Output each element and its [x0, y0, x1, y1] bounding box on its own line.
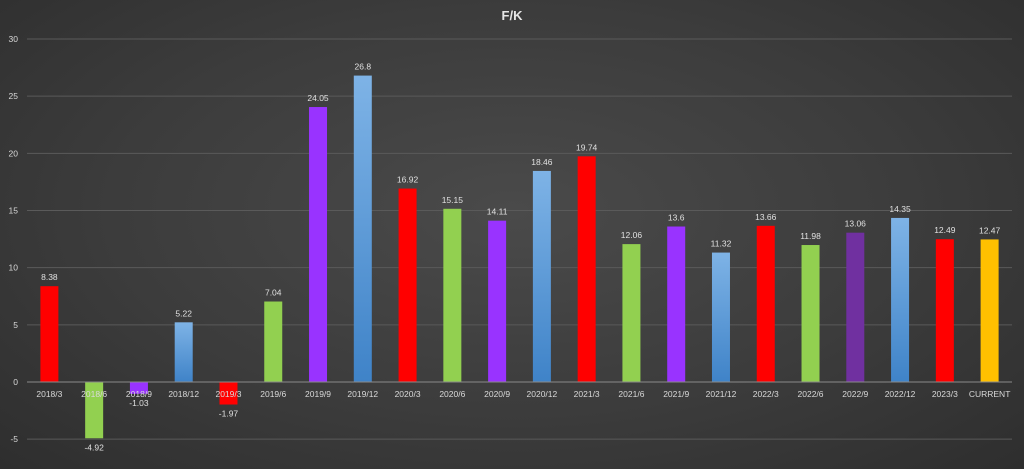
x-tick-label: 2021/6 [618, 389, 644, 399]
x-tick-label: 2020/9 [484, 389, 510, 399]
y-tick-label: 25 [9, 91, 19, 101]
x-tick-label: 2018/12 [168, 389, 199, 399]
data-label: 24.05 [307, 93, 329, 103]
data-label: 12.49 [934, 225, 956, 235]
y-tick-label: 20 [9, 148, 19, 158]
data-label: 14.11 [487, 207, 508, 217]
data-label: 14.35 [889, 204, 911, 214]
x-tick-label: 2019/3 [215, 389, 241, 399]
x-tick-label: 2022/9 [842, 389, 868, 399]
bar [129, 382, 148, 394]
data-label: 19.74 [576, 142, 598, 152]
data-label: -4.92 [84, 442, 104, 452]
bar [219, 382, 238, 405]
data-label: 15.15 [442, 195, 464, 205]
x-tick-label: 2018/6 [81, 389, 107, 399]
data-labels: 8.38 -4.92 -1.03 5.22 -1.97 7.04 24.05 26.8 16.9… [41, 62, 1000, 453]
bar [40, 286, 59, 382]
x-tick-label: 2020/6 [439, 389, 465, 399]
x-tick-label: CURRENT [969, 389, 1011, 399]
bar [801, 245, 820, 382]
y-tick-label: 0 [13, 377, 18, 387]
bar [846, 232, 865, 382]
x-tick-label: 2021/12 [706, 389, 737, 399]
x-tick-label: 2019/6 [260, 389, 286, 399]
bar [980, 239, 999, 382]
x-tick-label: 2022/12 [885, 389, 916, 399]
bar [174, 322, 193, 382]
data-label: 16.92 [397, 175, 419, 185]
bar [756, 225, 775, 382]
bar [443, 208, 462, 382]
data-label: 18.46 [531, 157, 553, 167]
bar [667, 226, 686, 382]
data-label: 13.6 [668, 213, 685, 223]
x-tick-label: 2022/3 [753, 389, 779, 399]
y-tick-label: 30 [9, 34, 19, 44]
x-tick-label: 2021/3 [574, 389, 600, 399]
bar [398, 188, 417, 382]
bar [353, 75, 372, 382]
data-label: 5.22 [175, 308, 192, 318]
data-label: 26.8 [355, 62, 372, 72]
bar [309, 107, 328, 383]
bar [622, 244, 641, 382]
data-label: 11.98 [800, 231, 821, 241]
data-label: 8.38 [41, 272, 58, 282]
x-tick-label: 2019/9 [305, 389, 331, 399]
x-tick-label: 2021/9 [663, 389, 689, 399]
chart-title: F/K [502, 8, 524, 23]
bar [85, 382, 104, 439]
data-label: -1.03 [129, 398, 149, 408]
data-label: 11.32 [711, 239, 732, 249]
y-tick-label: 15 [9, 206, 19, 216]
data-label: 13.06 [845, 219, 867, 229]
x-tick-label: 2023/3 [932, 389, 958, 399]
bars [40, 75, 999, 439]
data-label: -1.97 [219, 409, 239, 419]
data-label: 7.04 [265, 288, 282, 298]
data-label: 13.66 [755, 212, 777, 222]
data-label: 12.06 [621, 230, 643, 240]
bar [488, 220, 507, 382]
bar [577, 156, 596, 382]
x-tick-label: 2018/9 [126, 389, 152, 399]
bar [532, 170, 551, 382]
x-tick-label: 2019/12 [347, 389, 378, 399]
y-tick-label: -5 [10, 434, 18, 444]
x-axis-ticks: 2018/3 2018/6 2018/9 2018/12 2019/3 2019/6 201… [36, 389, 1010, 399]
bar [264, 301, 283, 382]
y-tick-label: 5 [13, 320, 18, 330]
x-tick-label: 2020/3 [395, 389, 421, 399]
bar [935, 239, 954, 382]
y-axis-ticks: -5 0 5 10 15 20 25 30 [9, 34, 19, 444]
x-tick-label: 2018/3 [36, 389, 62, 399]
y-tick-label: 10 [9, 263, 19, 273]
data-label: 12.47 [979, 225, 1001, 235]
bar [711, 252, 730, 382]
x-tick-label: 2022/6 [798, 389, 824, 399]
bar [891, 217, 910, 382]
x-tick-label: 2020/12 [527, 389, 558, 399]
